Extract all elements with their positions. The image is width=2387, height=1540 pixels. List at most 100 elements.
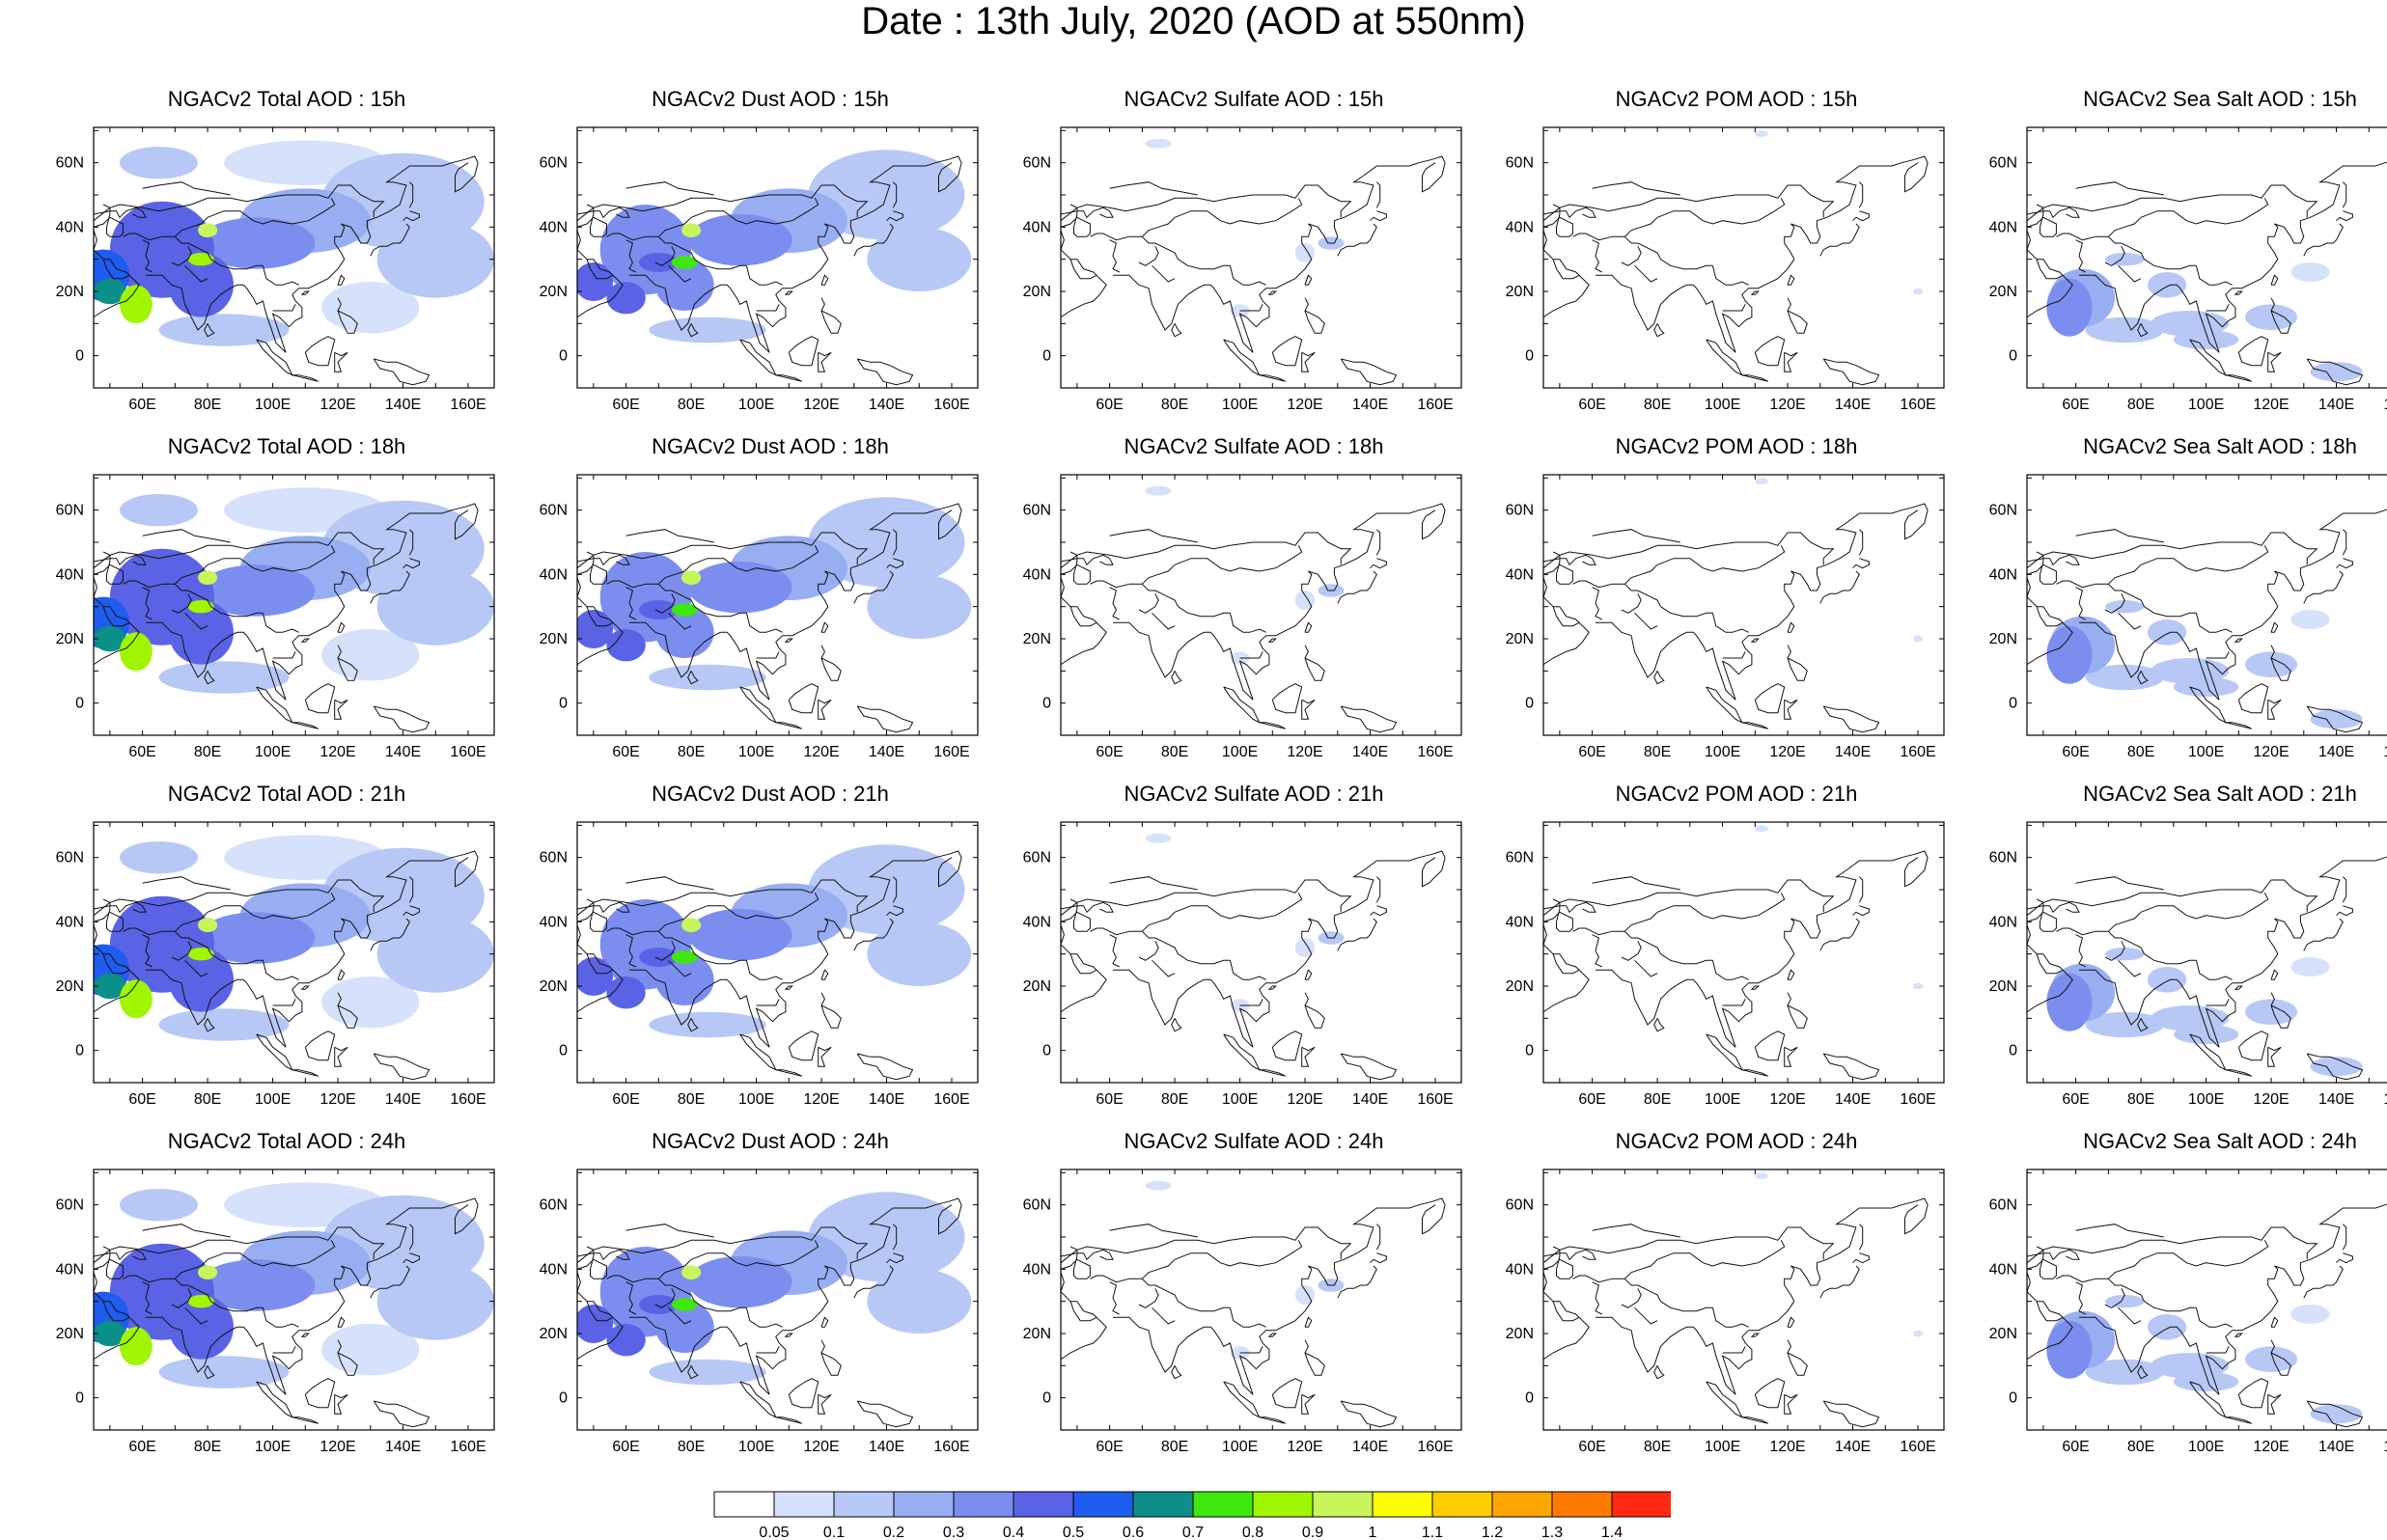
coastline [291,1069,319,1077]
coastline [337,969,346,980]
lat-tick-label: 60N [56,503,84,519]
coastline [2027,924,2038,955]
lon-tick-label: 160E [450,1439,486,1455]
coastline [94,1246,124,1279]
coastline [2342,1224,2347,1251]
coastline [2027,230,2038,261]
coastline [1787,274,1795,286]
coastline [1596,155,1929,353]
coastline [1337,918,1377,951]
lat-tick-label: 60N [56,1197,84,1214]
colorbar-box [1611,1491,1671,1518]
lat-tick-label: 40N [56,219,84,235]
coastline [94,532,385,569]
coastline [1090,927,1130,936]
lat-tick-label: 60N [1506,1197,1534,1214]
coastline [739,1033,777,1071]
coastline [1711,960,1749,980]
coastline [1624,1278,1713,1312]
coastline [687,323,699,338]
lon-tick-label: 80E [1161,1091,1188,1108]
coastline [1852,210,1870,222]
colorbar-box [1072,1491,1134,1518]
lon-tick-label: 60E [612,1091,639,1108]
coastline [886,1252,903,1264]
map-frame [1542,126,1945,389]
coastline [2303,918,2344,951]
aod-blob [649,316,766,344]
coastline [1592,239,1602,273]
coastline [2140,198,2269,225]
lat-tick-label: 20N [1989,631,2017,647]
lat-tick-label: 40N [56,914,84,930]
coastline [402,905,420,917]
coastline [1621,1288,1642,1308]
panel-title: NGACv2 Sea Salt AOD : 15h [2083,87,2357,111]
coastline [207,1240,336,1267]
coastline [1822,705,1880,733]
coastline [1543,184,1835,222]
aod-map: 60E 80E 100E 120E 140E 160E 60N 40N 20N 0 [1506,1169,1945,1455]
aod-blob [1755,1172,1768,1179]
colorbar-box [1431,1491,1493,1518]
coastline [94,230,104,261]
coastlines [577,1197,962,1428]
lon-tick-label: 100E [1222,744,1258,760]
map-panel-pom-21h: NGACv2 POM AOD : 21h 60E 80E 100E 120E 140E 16… [1495,782,1978,1114]
lat-tick-label: 0 [75,348,84,365]
coastline [1113,155,1446,353]
coastline [788,1378,819,1409]
aod-blob [109,1243,214,1340]
coastline [629,503,962,701]
coastline [654,593,676,614]
coastline [94,879,385,917]
coastline [1340,1053,1398,1081]
coastline [94,184,385,222]
aod-blob [687,909,792,961]
aod-blob [2105,1295,2145,1308]
coastline [304,683,336,714]
coastline [1787,621,1795,633]
coastline [577,924,588,955]
aod-blob [1755,130,1768,137]
coastline [1301,1393,1316,1415]
aod-map: 60E 80E 100E 120E 140E 160E 60N 40N 20N 0 [540,821,979,1108]
lat-tick-label: 0 [559,696,568,712]
coastline [2056,580,2096,589]
coastline [1611,911,1658,932]
lon-tick-label: 120E [1287,1091,1322,1108]
lat-tick-label: 0 [1042,1390,1051,1407]
lat-tick-label: 20N [540,631,568,647]
aod-blob [120,632,153,672]
coastline [1113,503,1446,701]
lon-tick-label: 100E [2188,397,2224,413]
coastline [1711,1307,1749,1328]
aod-blob [599,1247,692,1337]
lon-tick-label: 80E [194,1439,221,1455]
coastline [1138,1288,1159,1308]
coastline [2336,210,2353,222]
coastline [2027,554,2080,566]
coastline [123,1275,163,1283]
aod-blob [2085,1359,2164,1386]
map-frame [1060,474,1462,736]
coastline [1171,1018,1182,1032]
map-panel-pom-18h: NGACv2 POM AOD : 18h 60E 80E 100E 120E 140E 16… [1495,434,1978,767]
coastline [1656,893,1786,920]
coastline [629,155,962,353]
coastline [408,181,414,208]
coastline [2234,638,2243,643]
aod-blob [681,570,702,585]
coastline [1138,246,1159,266]
lat-tick-label: 20N [56,631,84,647]
coastline [2118,264,2142,283]
aod-blob [120,1327,153,1366]
coastline [2056,1275,2096,1283]
aod-blob [687,1256,792,1308]
coastline [94,1249,147,1261]
aod-blob [639,253,679,272]
coastline [1653,323,1665,338]
coastline [1109,587,1120,620]
aod-blob [2046,1320,2093,1379]
coastline [1061,1246,1091,1279]
